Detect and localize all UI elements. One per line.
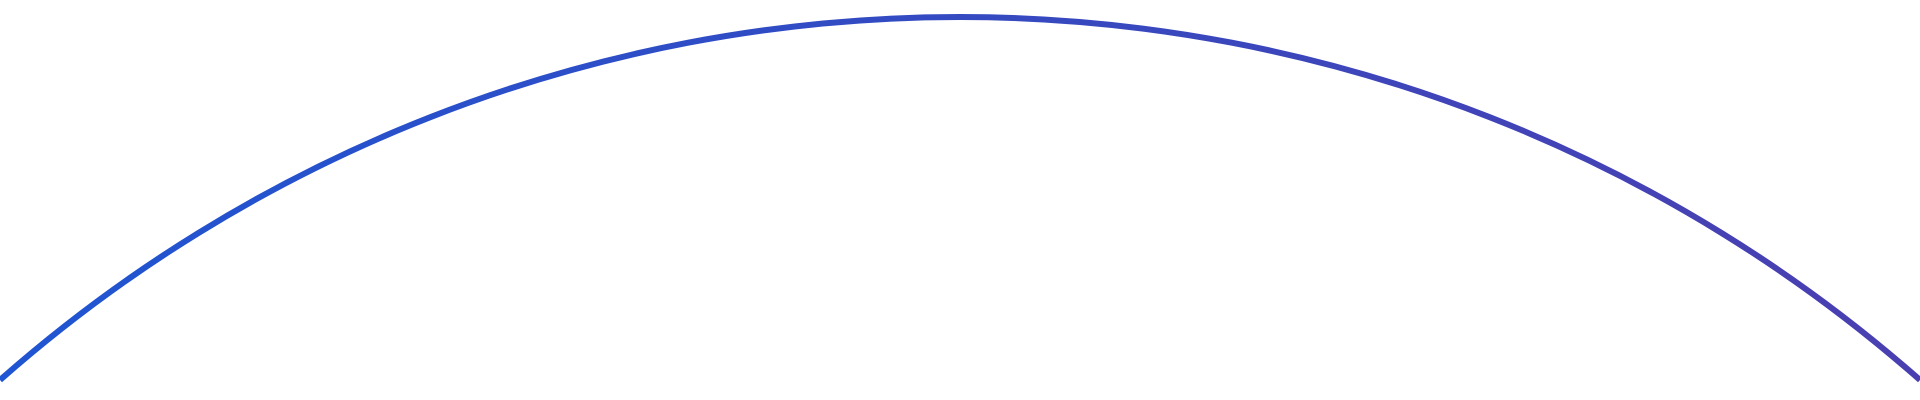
arc-curve (0, 14, 1920, 383)
